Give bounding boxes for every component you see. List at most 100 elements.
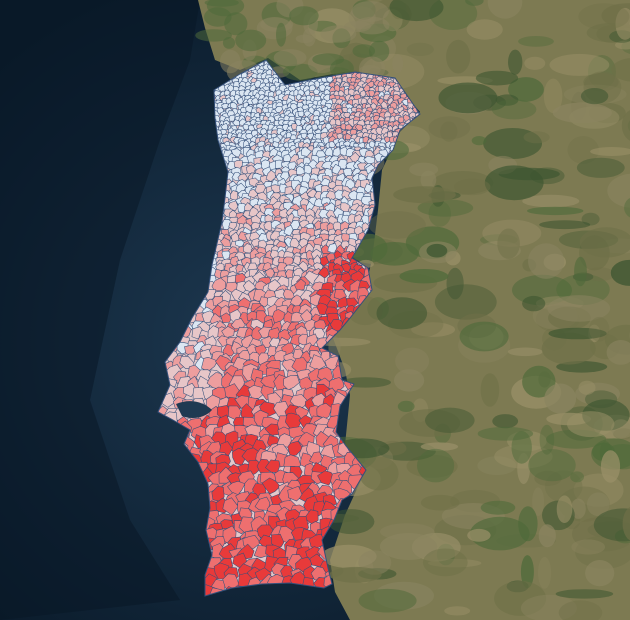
parish-cell[interactable] bbox=[245, 164, 256, 174]
parish-cell[interactable] bbox=[275, 159, 286, 169]
parish-cell[interactable] bbox=[276, 433, 292, 448]
parish-cell[interactable] bbox=[283, 224, 294, 237]
parish-cell[interactable] bbox=[310, 248, 323, 259]
parish-cell[interactable] bbox=[289, 238, 300, 248]
terrain-patch bbox=[518, 506, 538, 542]
parish-cell[interactable] bbox=[318, 84, 327, 92]
parish-cell[interactable] bbox=[237, 96, 244, 105]
terrain-patch bbox=[467, 528, 491, 542]
tagus-estuary bbox=[176, 401, 212, 418]
parish-cell[interactable] bbox=[320, 256, 330, 267]
terrain-patch bbox=[359, 456, 399, 491]
parish-cell[interactable] bbox=[220, 237, 232, 247]
parish-cell[interactable] bbox=[308, 533, 325, 549]
parish-cell[interactable] bbox=[329, 318, 344, 332]
parish-cell[interactable] bbox=[363, 155, 375, 165]
terrain-patch bbox=[393, 186, 456, 204]
terrain-patch bbox=[615, 7, 630, 40]
terrain-patch bbox=[417, 199, 474, 217]
parish-cell[interactable] bbox=[243, 243, 253, 254]
parish-cell[interactable] bbox=[272, 309, 286, 324]
parish-cell[interactable] bbox=[297, 110, 305, 118]
parish-cell[interactable] bbox=[321, 161, 333, 171]
terrain-patch bbox=[444, 606, 471, 616]
parish-cell[interactable] bbox=[223, 89, 231, 96]
parish-cell[interactable] bbox=[264, 214, 274, 224]
parish-cell[interactable] bbox=[285, 412, 303, 430]
terrain-patch bbox=[477, 456, 517, 476]
terrain-patch bbox=[411, 322, 456, 337]
parish-cell[interactable] bbox=[309, 354, 327, 371]
deep-ocean bbox=[0, 0, 200, 620]
parish-cell[interactable] bbox=[380, 100, 388, 109]
parish-cell[interactable] bbox=[294, 278, 306, 292]
parish-cell[interactable] bbox=[220, 122, 229, 131]
terrain-patch bbox=[590, 147, 630, 156]
parish-cell[interactable] bbox=[245, 105, 253, 113]
terrain-patch bbox=[477, 426, 534, 441]
portugal-border bbox=[157, 59, 421, 597]
parish-cell[interactable] bbox=[232, 119, 241, 126]
parish-cell[interactable] bbox=[179, 356, 195, 370]
parish-cell[interactable] bbox=[280, 171, 290, 182]
parish-cell[interactable] bbox=[316, 402, 332, 419]
parish-cell[interactable] bbox=[222, 497, 239, 516]
terrain-patch bbox=[544, 383, 577, 414]
parish-cell[interactable] bbox=[201, 357, 218, 372]
parish-cell[interactable] bbox=[289, 394, 309, 410]
parish-cell[interactable] bbox=[228, 222, 238, 230]
terrain-patch bbox=[534, 470, 562, 486]
terrain-patch bbox=[589, 316, 610, 342]
terrain-patch bbox=[507, 347, 543, 357]
terrain-patch bbox=[600, 450, 621, 483]
terrain-patch bbox=[528, 243, 565, 279]
parish-cell[interactable] bbox=[287, 485, 303, 502]
terrain-patch bbox=[420, 442, 459, 451]
terrain-patch bbox=[276, 22, 287, 47]
terrain-patch bbox=[548, 327, 607, 340]
parish-cell[interactable] bbox=[232, 447, 247, 466]
terrain-patch bbox=[585, 267, 615, 282]
parish-cell[interactable] bbox=[283, 153, 293, 163]
parish-cell[interactable] bbox=[265, 169, 276, 182]
parish-cell[interactable] bbox=[261, 85, 271, 92]
parish-cell[interactable] bbox=[317, 470, 335, 486]
parish-cell[interactable] bbox=[369, 140, 376, 149]
terrain-patch bbox=[432, 171, 494, 195]
parish-cell[interactable] bbox=[297, 260, 310, 272]
terrain-patch bbox=[273, 49, 307, 67]
terrain-patch bbox=[538, 524, 556, 548]
terrain-patch bbox=[544, 470, 583, 503]
terrain-patch bbox=[495, 94, 519, 106]
terrain-patch bbox=[558, 600, 603, 620]
terrain-patch bbox=[578, 380, 596, 395]
parish-cell[interactable] bbox=[228, 114, 236, 122]
parish-cell[interactable] bbox=[254, 496, 271, 511]
parish-cell[interactable] bbox=[317, 366, 334, 384]
parish-cell[interactable] bbox=[290, 294, 303, 307]
parish-cell[interactable] bbox=[220, 312, 233, 323]
parish-cell[interactable] bbox=[254, 79, 262, 89]
terrain-patch bbox=[453, 178, 491, 196]
terrain-patch bbox=[610, 259, 630, 286]
parish-cell[interactable] bbox=[296, 165, 306, 175]
parish-cell[interactable] bbox=[219, 441, 233, 456]
parish-cell[interactable] bbox=[255, 106, 262, 115]
parish-cell[interactable] bbox=[300, 132, 308, 140]
parish-cell[interactable] bbox=[242, 280, 257, 292]
parish-cell[interactable] bbox=[327, 243, 337, 254]
parish-cell[interactable] bbox=[283, 375, 300, 391]
parish-cell[interactable] bbox=[332, 146, 342, 158]
parish-cell[interactable] bbox=[301, 146, 312, 157]
parish-cell[interactable] bbox=[247, 385, 266, 400]
parish-cell[interactable] bbox=[211, 485, 225, 503]
parish-cell[interactable] bbox=[292, 255, 302, 266]
parish-cell[interactable] bbox=[300, 309, 313, 323]
parish-cell[interactable] bbox=[237, 231, 248, 242]
parish-cell[interactable] bbox=[285, 269, 294, 279]
parish-cell[interactable] bbox=[274, 106, 284, 113]
parish-cell[interactable] bbox=[377, 85, 386, 93]
parish-cell[interactable] bbox=[313, 88, 320, 95]
